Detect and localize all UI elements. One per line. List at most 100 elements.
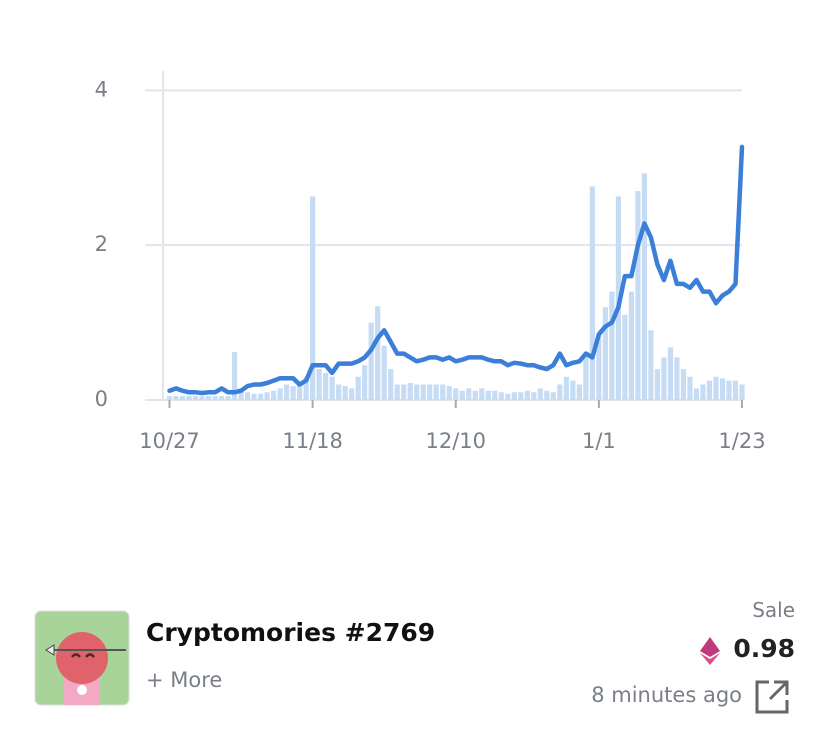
bar (297, 384, 303, 400)
bar (667, 347, 674, 400)
bar (674, 357, 680, 400)
bar (622, 314, 628, 400)
bar (544, 390, 550, 400)
bar (563, 376, 569, 400)
chart: 0 2 4 10/27 11/18 12/10 1/1 1/23 (95, 71, 766, 453)
bar (231, 352, 238, 400)
bar (739, 384, 745, 400)
bar (257, 393, 264, 400)
bar (407, 382, 413, 400)
bar (492, 390, 498, 400)
bar (687, 376, 693, 400)
bar (654, 369, 661, 400)
bar (414, 384, 420, 400)
bar (479, 388, 485, 400)
bar (511, 392, 517, 400)
bar (284, 384, 290, 400)
bar (440, 384, 446, 400)
nft-thumbnail[interactable] (34, 610, 130, 706)
bar (199, 396, 205, 400)
bar (342, 386, 348, 400)
bar (518, 392, 524, 400)
bar (583, 353, 589, 400)
bar (628, 291, 635, 400)
bar (303, 376, 309, 400)
bar (212, 396, 218, 400)
bar (205, 396, 212, 400)
bar (251, 393, 257, 400)
bar (270, 390, 277, 400)
bar (602, 307, 608, 400)
bar (537, 388, 543, 400)
bar (173, 396, 179, 400)
bar (323, 372, 329, 400)
y-tick-label: 2 (95, 232, 108, 256)
bar (349, 388, 355, 400)
bar (420, 384, 426, 400)
bar (336, 384, 342, 400)
bar (706, 380, 713, 400)
bar (531, 392, 537, 400)
bar (238, 388, 244, 400)
bar (485, 390, 491, 400)
bar (661, 357, 667, 400)
bar (648, 330, 654, 400)
bar (368, 322, 374, 400)
price-line (167, 144, 745, 396)
bar (446, 386, 452, 400)
bar (264, 392, 270, 400)
bar (381, 345, 387, 400)
bar (680, 369, 687, 400)
bar (290, 386, 296, 400)
bar (609, 291, 615, 400)
bar (719, 378, 726, 400)
bar (635, 190, 641, 400)
bar (641, 173, 648, 400)
bar (550, 392, 556, 400)
bar (166, 396, 173, 400)
bar (375, 306, 381, 400)
bar (310, 196, 316, 400)
x-tick-label: 11/18 (282, 429, 343, 453)
y-tick-label: 4 (95, 77, 108, 101)
external-link[interactable] (754, 679, 790, 715)
bar (498, 392, 504, 400)
bar (433, 384, 439, 400)
eth-icon (700, 637, 720, 665)
bar (394, 384, 400, 400)
bar (225, 396, 231, 400)
bar (589, 186, 595, 400)
bar (388, 369, 394, 400)
bar (524, 390, 530, 400)
bar (596, 334, 602, 400)
bar (693, 388, 700, 400)
x-tick-label: 10/27 (139, 429, 200, 453)
bar (505, 393, 511, 400)
bar (427, 384, 433, 400)
bar (472, 390, 478, 400)
bar (726, 380, 732, 400)
bar (576, 384, 582, 400)
time-ago: 8 minutes ago (591, 683, 742, 707)
price: 0.98 (733, 634, 795, 663)
x-tick-label: 12/10 (425, 429, 486, 453)
bar (557, 384, 563, 400)
item-name: Cryptomories #2769 (146, 618, 436, 647)
bar (244, 392, 251, 400)
x-tick-label: 1/1 (582, 429, 616, 453)
bar (459, 390, 465, 400)
bar (570, 380, 576, 400)
more-button[interactable]: + More (146, 668, 223, 692)
bar (401, 384, 407, 400)
bar (186, 396, 192, 400)
bar (713, 376, 719, 400)
bar (179, 396, 186, 400)
bar (316, 369, 322, 400)
bar (732, 380, 739, 400)
bar (218, 396, 225, 400)
y-tick-label: 0 (95, 387, 108, 411)
bar (453, 388, 459, 400)
bar (355, 376, 361, 400)
bar (466, 388, 472, 400)
